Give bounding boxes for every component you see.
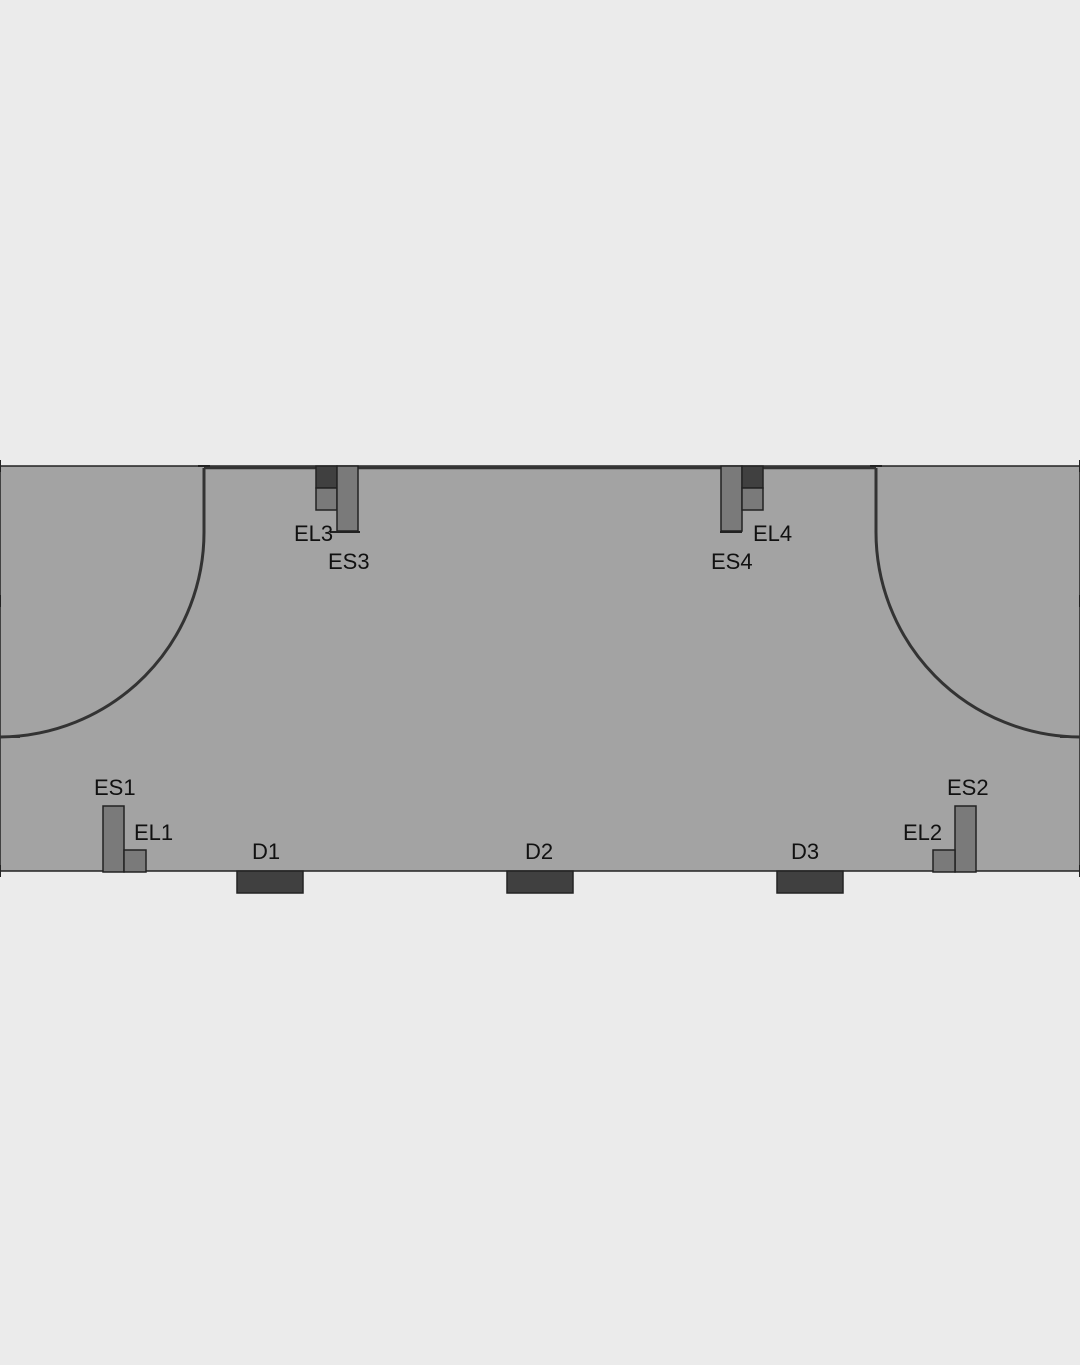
elevator-el3 (315, 487, 338, 511)
left-curved-room (0, 468, 206, 739)
label-d2: D2 (525, 839, 553, 864)
door-d3 (776, 870, 844, 894)
label-es1: ES1 (94, 775, 136, 800)
label-el1: EL1 (134, 820, 173, 845)
label-el3: EL3 (294, 521, 333, 546)
elevator-el1 (123, 849, 147, 873)
label-el2: EL2 (903, 820, 942, 845)
label-es4: ES4 (711, 549, 753, 574)
elevator-el4-dark (741, 465, 764, 489)
escalator-es4 (720, 465, 743, 532)
elevator-el2 (932, 849, 956, 873)
wall-ticks (0, 460, 1080, 877)
label-es2: ES2 (947, 775, 989, 800)
escalator-es3 (336, 465, 359, 532)
escalator-es1 (102, 805, 125, 873)
label-d3: D3 (791, 839, 819, 864)
label-d1: D1 (252, 839, 280, 864)
escalator-es2 (954, 805, 977, 873)
elevator-el4 (741, 487, 764, 511)
right-curved-room (874, 468, 1080, 739)
elevator-el3-dark (315, 465, 338, 489)
door-d2 (506, 870, 574, 894)
floor-area (0, 465, 1080, 872)
label-el4: EL4 (753, 521, 792, 546)
door-d1 (236, 870, 304, 894)
label-es3: ES3 (328, 549, 370, 574)
